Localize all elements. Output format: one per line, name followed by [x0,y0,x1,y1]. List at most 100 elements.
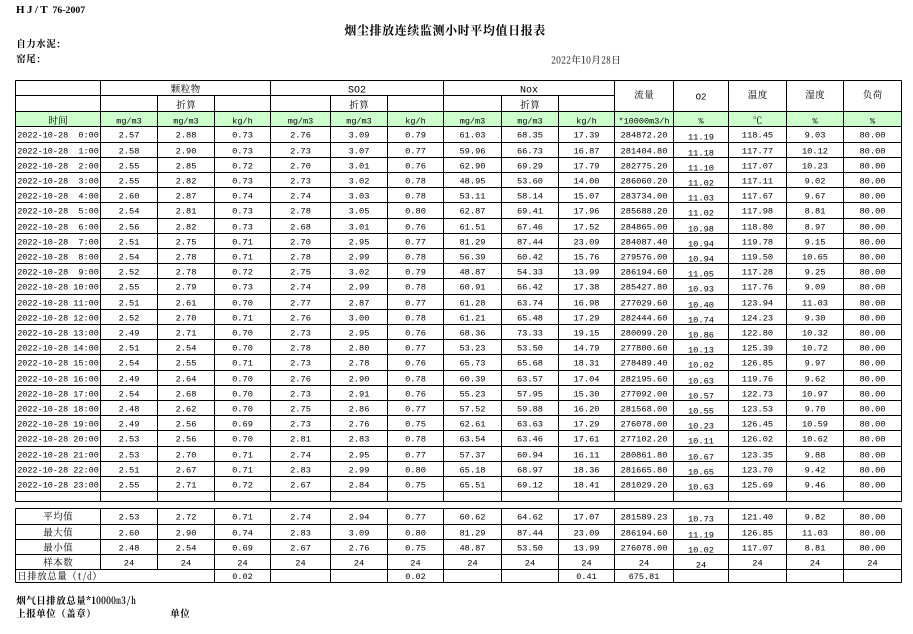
svg-text:119.76: 119.76 [742,374,773,384]
svg-text:281029.20: 281029.20 [621,480,668,490]
svg-text:2.68: 2.68 [290,222,311,232]
svg-text:10.94: 10.94 [688,255,714,265]
svg-text:276078.00: 276078.00 [621,419,668,429]
svg-text:68.36: 68.36 [459,328,485,338]
svg-text:2.55: 2.55 [119,176,140,186]
svg-text:23.09: 23.09 [573,528,599,538]
svg-text:80.00: 80.00 [859,176,885,186]
svg-text:9.62: 9.62 [805,374,826,384]
svg-text:9.30: 9.30 [805,313,826,323]
svg-text:0.78: 0.78 [405,434,426,444]
svg-text:123.35: 123.35 [742,450,773,460]
svg-text:0.76: 0.76 [405,358,426,368]
svg-text:10.59: 10.59 [802,419,828,429]
svg-text:17.39: 17.39 [573,130,599,140]
svg-text:80.00: 80.00 [859,161,885,171]
svg-text:285688.20: 285688.20 [621,206,668,216]
svg-text:2.55: 2.55 [119,480,140,490]
svg-text:2022-10-28 20:00: 2022-10-28 20:00 [17,434,99,444]
svg-text:277029.60: 277029.60 [621,298,668,308]
svg-text:277092.00: 277092.00 [621,389,668,399]
svg-text:11.03: 11.03 [688,194,714,204]
svg-text:2022-10-28 2:00: 2022-10-28 2:00 [17,161,99,171]
svg-text:0.70: 0.70 [232,404,253,414]
svg-text:13.99: 13.99 [573,267,599,277]
svg-text:mg/m3: mg/m3 [288,116,314,126]
svg-text:0.70: 0.70 [232,389,253,399]
svg-text:11.03: 11.03 [802,528,828,538]
svg-text:0.78: 0.78 [405,176,426,186]
svg-text:mg/m3: mg/m3 [346,116,372,126]
svg-text:2022-10-28 15:00: 2022-10-28 15:00 [17,358,99,368]
svg-text:62.61: 62.61 [459,419,485,429]
svg-text:17.07: 17.07 [573,512,599,522]
svg-text:276078.00: 276078.00 [621,543,668,553]
svg-text:3.01: 3.01 [349,222,370,232]
svg-text:2.54: 2.54 [176,543,197,553]
svg-text:10.74: 10.74 [688,316,714,326]
svg-text:2.80: 2.80 [349,343,370,353]
svg-text:2.78: 2.78 [176,252,197,262]
svg-text:63.74: 63.74 [517,298,543,308]
svg-text:10.63: 10.63 [688,483,714,493]
svg-text:10.63: 10.63 [688,377,714,387]
svg-text:0.75: 0.75 [405,480,426,490]
svg-text:2022-10-28 0:00: 2022-10-28 0:00 [17,130,99,140]
svg-text:0.71: 0.71 [232,252,253,262]
svg-text:0.79: 0.79 [405,267,426,277]
svg-text:19.15: 19.15 [573,328,599,338]
svg-text:282444.60: 282444.60 [621,313,668,323]
svg-text:11.03: 11.03 [802,298,828,308]
svg-text:24: 24 [639,558,649,568]
svg-text:3.03: 3.03 [349,191,370,201]
svg-text:2.78: 2.78 [290,206,311,216]
svg-text:2.49: 2.49 [119,374,140,384]
svg-text:48.95: 48.95 [459,176,485,186]
svg-text:10.13: 10.13 [688,346,714,356]
svg-text:0.70: 0.70 [232,298,253,308]
svg-text:0.76: 0.76 [405,161,426,171]
svg-text:126.85: 126.85 [742,528,773,538]
svg-text:2.49: 2.49 [119,328,140,338]
svg-text:17.38: 17.38 [573,282,599,292]
svg-text:80.00: 80.00 [859,206,885,216]
svg-text:%: % [698,116,704,126]
svg-text:2.78: 2.78 [176,267,197,277]
svg-text:118.45: 118.45 [742,130,773,140]
svg-text:124.23: 124.23 [742,313,773,323]
svg-text:65.48: 65.48 [517,313,543,323]
svg-text:2022-10-28 3:00: 2022-10-28 3:00 [17,176,99,186]
svg-text:2.53: 2.53 [119,434,140,444]
svg-text:80.00: 80.00 [859,282,885,292]
svg-text:9.09: 9.09 [805,282,826,292]
svg-text:80.00: 80.00 [859,434,885,444]
svg-text:63.54: 63.54 [459,434,485,444]
svg-text:65.68: 65.68 [517,358,543,368]
svg-text:80.00: 80.00 [859,404,885,414]
svg-text:54.33: 54.33 [517,267,543,277]
svg-text:0.70: 0.70 [232,343,253,353]
svg-text:0.69: 0.69 [232,419,253,429]
svg-text:10.32: 10.32 [802,328,828,338]
svg-text:8.97: 8.97 [805,222,826,232]
svg-text:2.52: 2.52 [119,313,140,323]
svg-text:284865.00: 284865.00 [621,222,668,232]
svg-text:284872.20: 284872.20 [621,130,668,140]
svg-text:286194.60: 286194.60 [621,528,668,538]
svg-text:0.71: 0.71 [232,358,253,368]
svg-text:mg/m3: mg/m3 [517,116,543,126]
svg-text:2.60: 2.60 [119,191,140,201]
svg-text:68.35: 68.35 [517,130,543,140]
svg-text:18.41: 18.41 [573,480,599,490]
svg-text:2.70: 2.70 [290,237,311,247]
svg-text:2.67: 2.67 [176,465,197,475]
svg-text:kg/h: kg/h [576,116,596,126]
svg-text:2.71: 2.71 [176,328,197,338]
svg-text:24: 24 [124,558,134,568]
svg-text:0.41: 0.41 [576,572,596,582]
svg-text:2.67: 2.67 [290,480,311,490]
svg-text:0.72: 0.72 [232,480,253,490]
svg-text:9.03: 9.03 [805,130,826,140]
svg-text:2.48: 2.48 [119,404,140,414]
svg-text:80.00: 80.00 [859,146,885,156]
